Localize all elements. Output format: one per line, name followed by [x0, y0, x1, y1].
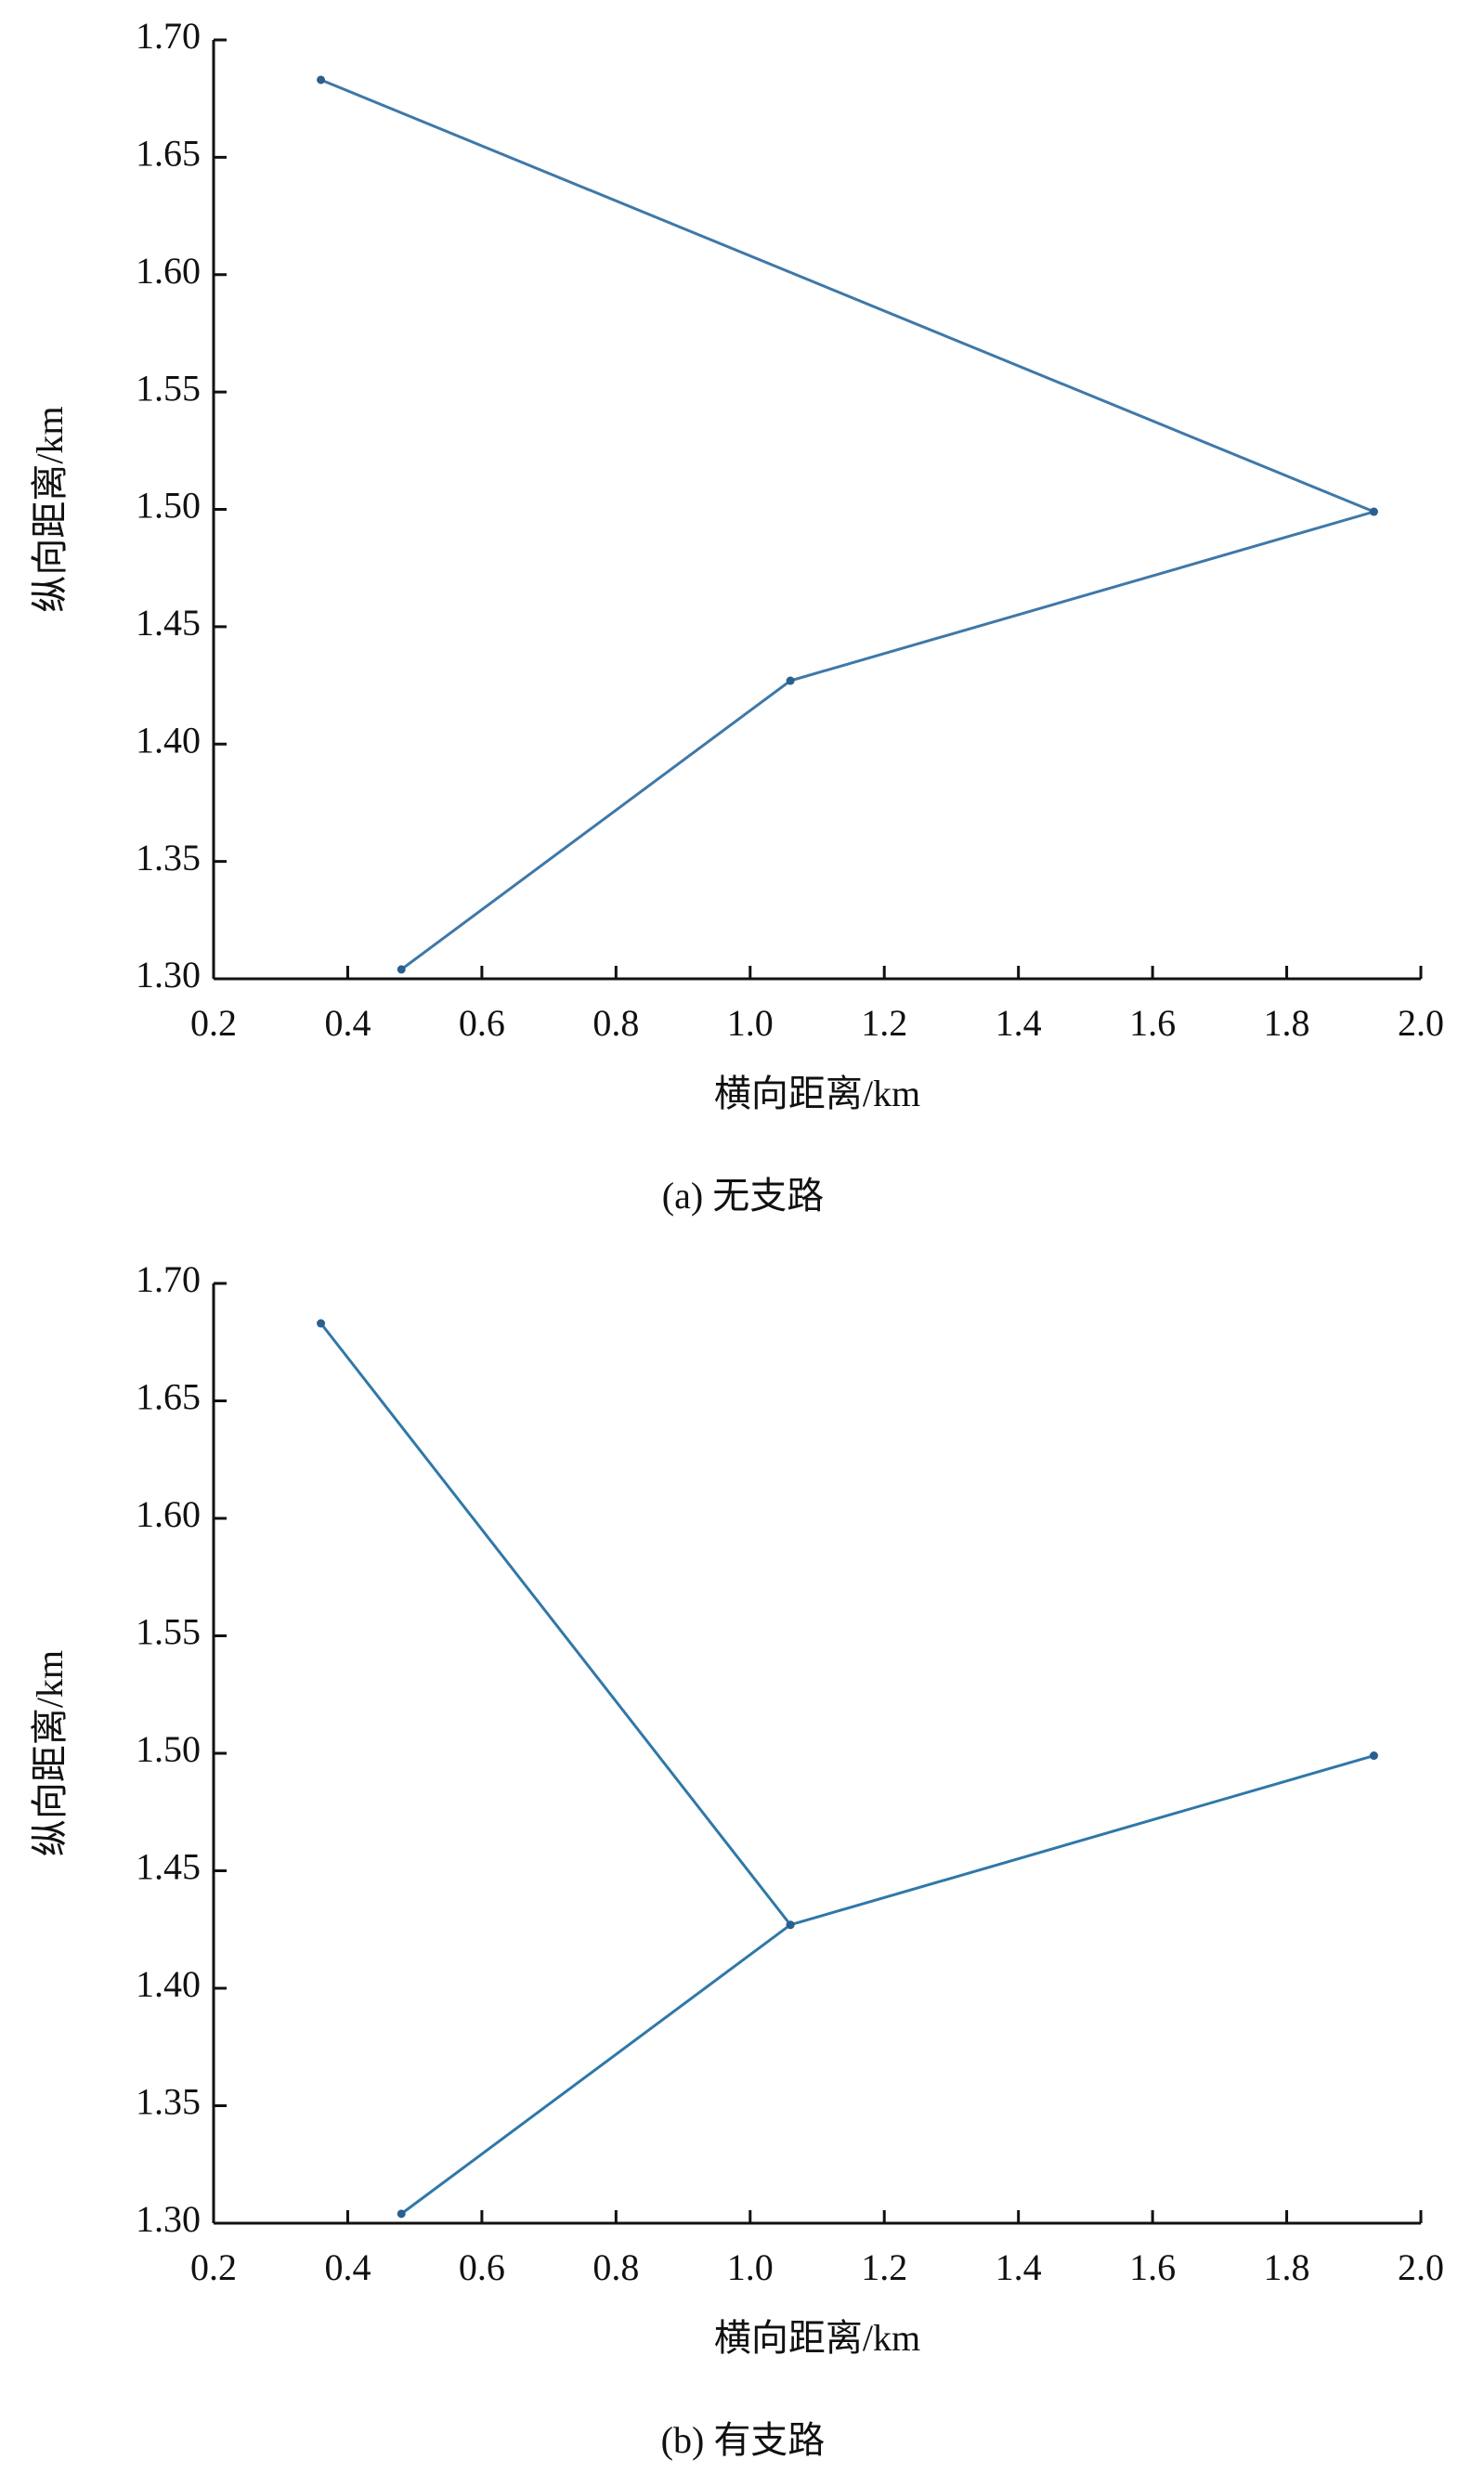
y-tick-label: 1.35 [136, 837, 201, 879]
x-tick-label: 1.2 [861, 2246, 907, 2288]
y-tick-label: 1.60 [136, 1493, 201, 1535]
y-tick-label: 1.55 [136, 1611, 201, 1653]
y-tick-label: 1.40 [136, 719, 201, 761]
x-tick-label: 1.0 [727, 1002, 774, 1044]
y-tick-label: 1.30 [136, 954, 201, 996]
x-tick-label: 1.2 [861, 1002, 907, 1044]
y-axis-label: 纵向距离/km [29, 1650, 71, 1856]
x-tick-label: 0.2 [190, 1002, 237, 1044]
x-tick-label: 0.4 [324, 1002, 371, 1044]
x-tick-label: 1.8 [1264, 2246, 1310, 2288]
y-tick-label: 1.45 [136, 1846, 201, 1888]
data-point [1369, 507, 1378, 516]
data-point [1369, 1751, 1378, 1761]
y-axis-label: 纵向距离/km [29, 406, 71, 612]
x-tick-label: 1.4 [996, 2246, 1042, 2288]
caption: (a) 无支路 [662, 1175, 824, 1217]
x-tick-label: 0.2 [190, 2246, 237, 2288]
x-tick-label: 2.0 [1398, 1002, 1444, 1044]
x-tick-label: 0.6 [459, 2246, 505, 2288]
x-axis-label: 横向距离/km [714, 2317, 920, 2359]
x-tick-label: 1.6 [1129, 1002, 1176, 1044]
data-line [319, 78, 1378, 971]
y-tick-label: 1.60 [136, 250, 201, 292]
data-point [397, 965, 406, 974]
y-tick-label: 1.50 [136, 485, 201, 527]
y-tick-label: 1.70 [136, 15, 201, 57]
x-tick-label: 1.0 [727, 2246, 774, 2288]
x-tick-label: 1.4 [996, 1002, 1042, 1044]
data-line [319, 1322, 1374, 2216]
y-tick-label: 1.65 [136, 133, 201, 175]
y-tick-label: 1.30 [136, 2198, 201, 2240]
y-tick-label: 1.40 [136, 1963, 201, 2005]
x-tick-label: 0.8 [592, 2246, 639, 2288]
x-tick-label: 2.0 [1398, 2246, 1444, 2288]
x-tick-label: 1.8 [1264, 1002, 1310, 1044]
y-tick-label: 1.70 [136, 1258, 201, 1300]
y-tick-label: 1.35 [136, 2081, 201, 2123]
y-tick-label: 1.55 [136, 367, 201, 409]
data-point [786, 676, 795, 685]
x-tick-label: 0.4 [324, 2246, 371, 2288]
data-point [317, 75, 326, 85]
x-axis-label: 横向距离/km [714, 1073, 920, 1114]
y-tick-label: 1.45 [136, 602, 201, 644]
data-point [397, 2209, 406, 2219]
y-tick-label: 1.50 [136, 1728, 201, 1770]
x-tick-label: 0.8 [592, 1002, 639, 1044]
x-tick-label: 1.6 [1129, 2246, 1176, 2288]
y-tick-label: 1.65 [136, 1376, 201, 1418]
x-tick-label: 0.6 [459, 1002, 505, 1044]
data-point [317, 1319, 326, 1328]
data-point [786, 1920, 795, 1930]
caption: (b) 有支路 [661, 2419, 826, 2461]
